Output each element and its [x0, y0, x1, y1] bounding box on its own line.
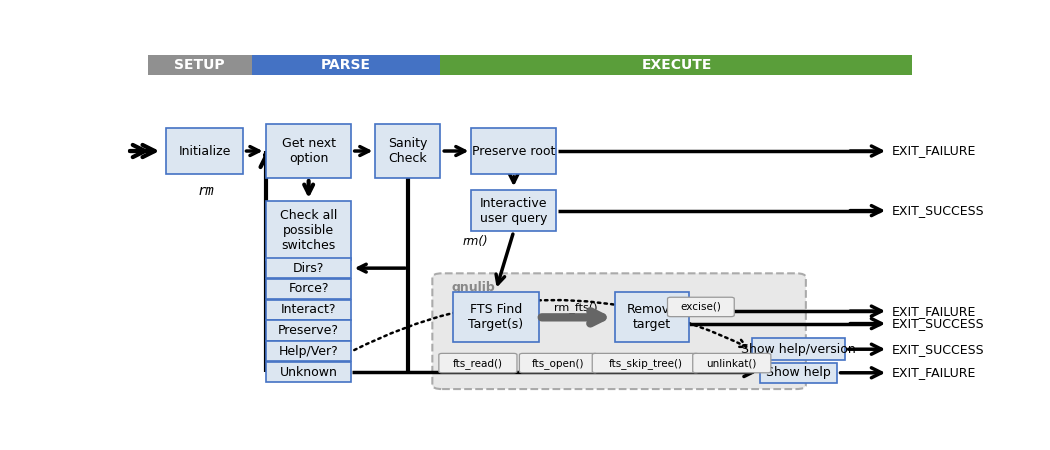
FancyBboxPatch shape [441, 55, 912, 75]
FancyBboxPatch shape [433, 273, 805, 389]
Text: EXIT_SUCCESS: EXIT_SUCCESS [891, 204, 984, 217]
FancyBboxPatch shape [266, 279, 352, 299]
Text: EXIT_FAILURE: EXIT_FAILURE [891, 144, 975, 158]
Text: EXIT_FAILURE: EXIT_FAILURE [891, 305, 975, 318]
Text: fts_read(): fts_read() [453, 358, 503, 369]
Text: EXIT_FAILURE: EXIT_FAILURE [891, 366, 975, 379]
Text: Preserve?: Preserve? [278, 324, 339, 337]
FancyBboxPatch shape [147, 55, 252, 75]
Text: Interactive
user query: Interactive user query [480, 197, 547, 225]
Text: PARSE: PARSE [321, 58, 371, 72]
FancyBboxPatch shape [266, 124, 352, 178]
Text: Show help: Show help [766, 366, 831, 379]
Text: EXIT_SUCCESS: EXIT_SUCCESS [891, 343, 984, 356]
Text: rm: rm [198, 184, 215, 198]
FancyBboxPatch shape [760, 363, 837, 383]
Text: Dirs?: Dirs? [293, 261, 324, 274]
FancyBboxPatch shape [592, 353, 699, 373]
FancyBboxPatch shape [266, 341, 352, 361]
Text: usage(): usage() [565, 358, 609, 371]
Text: Initialize: Initialize [178, 144, 231, 158]
Text: FTS Find
Target(s): FTS Find Target(s) [468, 303, 523, 331]
FancyBboxPatch shape [668, 297, 734, 317]
Text: unlinkat(): unlinkat() [707, 358, 757, 368]
Text: fts_open(): fts_open() [532, 358, 585, 369]
Text: EXECUTE: EXECUTE [642, 58, 712, 72]
FancyBboxPatch shape [266, 300, 352, 320]
FancyBboxPatch shape [752, 338, 845, 360]
Text: Help/Ver?: Help/Ver? [278, 345, 338, 358]
Text: excise(): excise() [680, 302, 721, 312]
Text: fts_skip_tree(): fts_skip_tree() [609, 358, 683, 369]
Text: SETUP: SETUP [174, 58, 225, 72]
Text: Get next
option: Get next option [281, 137, 336, 165]
Text: gnulib: gnulib [452, 281, 496, 294]
Text: Sanity
Check: Sanity Check [388, 137, 427, 165]
Text: rm(): rm() [462, 234, 488, 248]
FancyBboxPatch shape [693, 353, 771, 373]
FancyBboxPatch shape [266, 258, 352, 278]
Text: Unknown: Unknown [279, 365, 338, 378]
FancyBboxPatch shape [439, 353, 517, 373]
FancyBboxPatch shape [266, 362, 352, 382]
Text: EXIT_SUCCESS: EXIT_SUCCESS [891, 317, 984, 330]
FancyBboxPatch shape [252, 55, 441, 75]
FancyBboxPatch shape [471, 129, 556, 174]
FancyBboxPatch shape [376, 124, 441, 178]
FancyBboxPatch shape [166, 129, 244, 174]
FancyBboxPatch shape [266, 201, 352, 260]
Text: Preserve root: Preserve root [472, 144, 555, 158]
Text: Interact?: Interact? [281, 303, 336, 316]
Text: rm_fts(): rm_fts() [553, 302, 597, 313]
FancyBboxPatch shape [454, 292, 539, 342]
Text: Remove
target: Remove target [627, 303, 677, 331]
Text: Force?: Force? [289, 283, 329, 296]
FancyBboxPatch shape [266, 320, 352, 341]
Text: Show help/version: Show help/version [741, 343, 856, 356]
Text: Check all
possible
switches: Check all possible switches [280, 209, 337, 252]
FancyBboxPatch shape [615, 292, 689, 342]
FancyBboxPatch shape [471, 190, 556, 231]
FancyBboxPatch shape [520, 353, 597, 373]
